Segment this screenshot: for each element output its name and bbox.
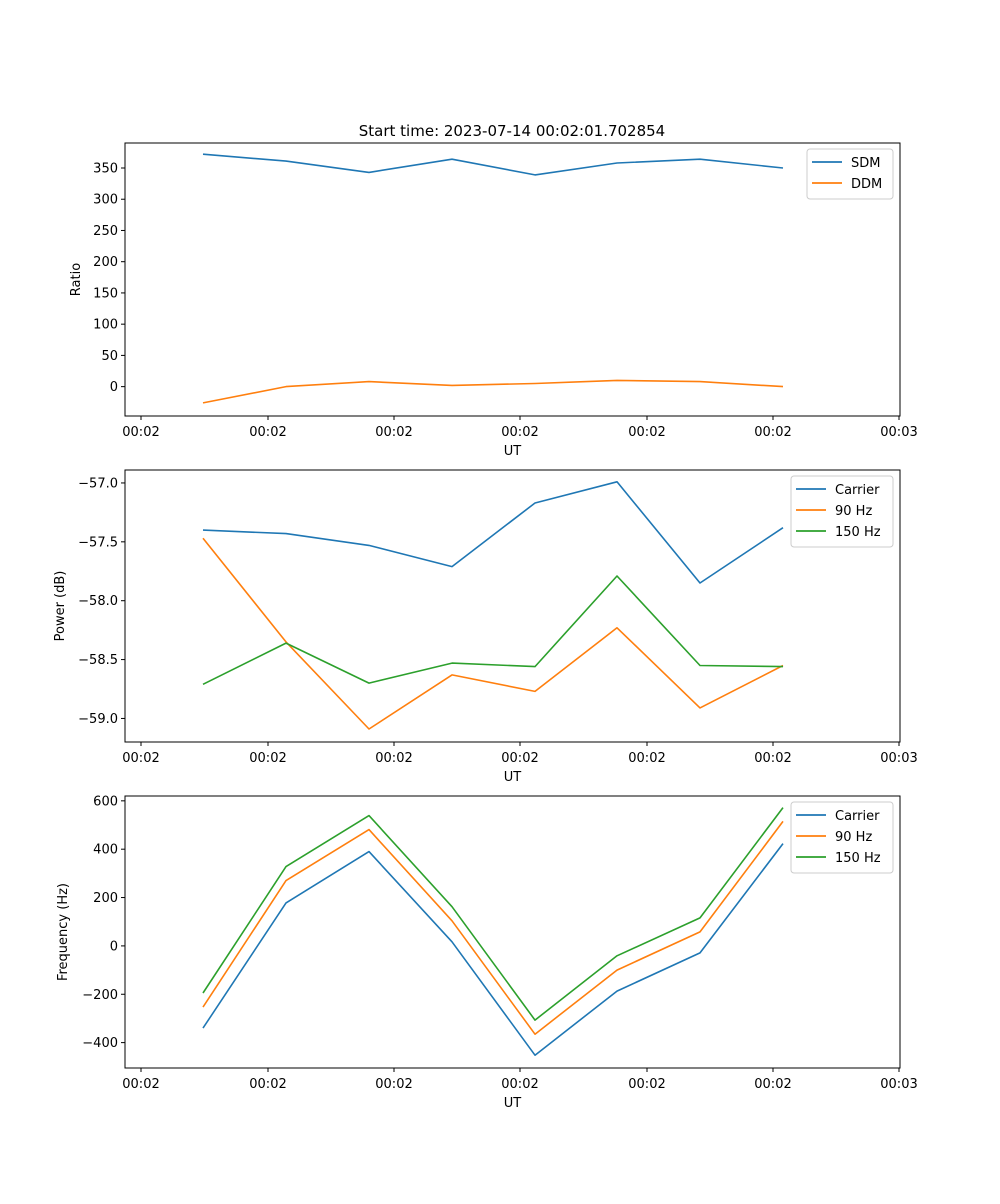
y-axis-label: Power (dB) [53,571,68,642]
y-tick-label: 150 [93,286,118,301]
x-tick-label: 00:02 [249,751,286,766]
series-line-sdm [202,153,784,176]
x-tick-label: 00:02 [628,751,665,766]
y-tick-label: −58.5 [78,653,118,668]
series-line-150-hz [202,807,784,1021]
x-axis-label: UT [504,770,522,785]
y-tick-label: 50 [101,349,118,364]
figure-title: Start time: 2023-07-14 00:02:01.702854 [359,122,665,140]
series-line-ddm [202,379,784,404]
legend: Carrier 90 Hz 150 Hz [790,475,894,548]
legend-box [790,475,894,548]
x-axis-label: UT [504,1096,522,1111]
series-line-90-hz [202,537,784,730]
series-line-150-hz [202,575,784,686]
x-tick-label: 00:02 [628,425,665,440]
y-tick-label: 600 [93,794,118,809]
x-tick-label: 00:02 [122,425,159,440]
x-tick-label: 00:02 [249,1077,286,1092]
y-tick-label: 300 [93,193,118,208]
series-line-90-hz [202,820,784,1035]
axes-frame [124,469,901,743]
chart-panel-2: −59.0 −58.5 −58.0 −57.5 −57.0 00:02 00:02 00:02… [53,469,918,785]
axes-frame [124,142,901,417]
legend-label: DDM [851,177,882,192]
axes-frame [124,795,901,1069]
y-tick-label: −200 [82,988,118,1003]
x-tick-label: 00:02 [122,1077,159,1092]
x-tick-label: 00:02 [375,425,412,440]
x-tick-label: 00:02 [754,1077,791,1092]
legend-label: 150 Hz [835,851,881,866]
legend: SDM DDM [806,148,894,200]
x-tick-label: 00:02 [122,751,159,766]
y-axis-label: Frequency (Hz) [56,883,71,981]
legend-label: SDM [851,156,880,171]
x-tick-label: 00:02 [501,751,538,766]
series-line-carrier [202,480,784,584]
x-tick-label: 00:03 [880,751,917,766]
legend-label: 150 Hz [835,525,881,540]
y-tick-label: 200 [93,255,118,270]
x-tick-label: 00:03 [880,425,917,440]
y-tick-label: 100 [93,318,118,333]
x-axis-label: UT [504,444,522,459]
y-tick-label: −57.0 [78,476,118,491]
x-tick-label: 00:03 [880,1077,917,1092]
chart-panel-1: 0 50 100 150 200 250 300 350 00:02 00:02 00:02 00:0… [69,142,918,459]
y-tick-label: 200 [93,891,118,906]
legend-label: 90 Hz [835,830,872,845]
legend-label: 90 Hz [835,504,872,519]
x-tick-label: 00:02 [754,425,791,440]
x-tick-label: 00:02 [249,425,286,440]
x-tick-label: 00:02 [375,1077,412,1092]
chart-panel-3: −400 −200 0 200 400 600 00:02 00:02 00:02 00:02 00… [56,794,918,1111]
x-tick-label: 00:02 [501,1077,538,1092]
legend-label: Carrier [835,483,880,498]
series-line-carrier [202,843,784,1056]
y-axis-label: Ratio [69,263,84,296]
y-tick-label: −400 [82,1036,118,1051]
legend-label: Carrier [835,809,880,824]
y-tick-label: 350 [93,161,118,176]
y-tick-label: 0 [110,380,118,395]
x-tick-label: 00:02 [754,751,791,766]
y-tick-label: −57.5 [78,535,118,550]
x-tick-label: 00:02 [628,1077,665,1092]
y-tick-label: 400 [93,843,118,858]
y-tick-label: −59.0 [78,712,118,727]
y-tick-label: 0 [110,939,118,954]
x-tick-label: 00:02 [375,751,412,766]
legend-box [790,801,894,874]
x-tick-label: 00:02 [501,425,538,440]
y-tick-label: 250 [93,224,118,239]
y-tick-label: −58.0 [78,594,118,609]
legend: Carrier 90 Hz 150 Hz [790,801,894,874]
